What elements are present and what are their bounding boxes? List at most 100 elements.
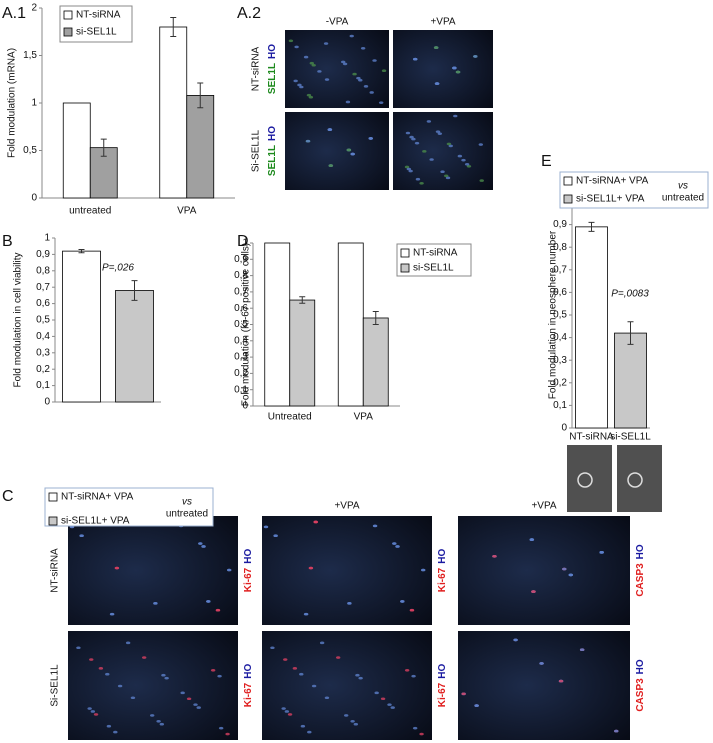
cell (404, 669, 410, 672)
y-tick-label: 0,7 (234, 287, 248, 298)
y-tick-label: 0,8 (234, 270, 248, 281)
legend-label: si-SEL1L (413, 263, 454, 274)
micrograph (285, 112, 389, 190)
cell (297, 83, 302, 87)
cell (448, 144, 453, 148)
row-label: NT-siRNA (50, 548, 61, 593)
bar (289, 299, 316, 407)
cell (466, 164, 472, 168)
cell (324, 78, 330, 81)
bar (159, 26, 188, 199)
cell (419, 181, 424, 185)
cell (464, 162, 470, 166)
cell (461, 158, 466, 162)
y-tick-label: 0,7 (36, 282, 50, 293)
panel-label: C (2, 488, 14, 505)
y-tick-label: 1 (242, 238, 248, 249)
y-tick-label: 0,1 (234, 384, 248, 395)
cell (198, 542, 203, 545)
stain: HO (267, 126, 278, 141)
stain: CASP3 (635, 563, 646, 597)
cell (352, 72, 357, 76)
y-tick-label: 0,4 (553, 332, 567, 343)
cell (368, 137, 373, 140)
cell (350, 152, 355, 156)
legend-label: NT-siRNA+ VPA (576, 176, 649, 187)
cell (372, 524, 378, 528)
stain: Ki-67 (437, 682, 448, 707)
bar (362, 317, 389, 407)
legend-note: vs (182, 497, 192, 508)
x-tick-label: si-SEL1L (610, 432, 651, 443)
cell (201, 545, 206, 548)
y-tick-label: 1 (31, 98, 37, 109)
cell (98, 667, 104, 670)
error-bar (78, 248, 85, 254)
cell (415, 177, 421, 181)
cell (387, 703, 392, 706)
stain-label: SEL1L HO (267, 44, 278, 94)
cell (193, 703, 198, 706)
y-tick-label: 0,1 (553, 400, 567, 411)
y-tick-label: 0,2 (234, 368, 248, 379)
micrograph (262, 516, 432, 625)
cell (308, 566, 314, 570)
cell (531, 590, 536, 593)
cell (405, 131, 411, 135)
cell (349, 34, 354, 38)
error-bar (100, 138, 107, 157)
legend-note: vs (678, 181, 688, 192)
x-tick-label: VPA (177, 206, 197, 217)
cell (311, 63, 316, 67)
cell (303, 55, 309, 59)
cell (288, 39, 294, 43)
y-tick-label: 0,7 (553, 264, 567, 275)
cell (90, 710, 96, 713)
legend-box (559, 171, 709, 209)
y-tick-label: 0,6 (36, 298, 50, 309)
stain-label: CASP3 HO (635, 544, 646, 597)
cell (513, 638, 518, 642)
cell (105, 672, 110, 676)
cell (404, 165, 410, 169)
cell (196, 706, 201, 709)
legend-note: untreated (166, 509, 208, 520)
stain: HO (243, 549, 254, 564)
cell (455, 70, 461, 74)
cell (435, 130, 441, 133)
micrograph (458, 516, 630, 625)
annotation: P=,026 (102, 263, 134, 274)
micrograph (68, 631, 238, 740)
cell (358, 78, 363, 82)
cell (408, 169, 413, 173)
cell (270, 646, 275, 650)
cell (328, 164, 334, 167)
legend-swatch (48, 516, 58, 526)
cell (453, 114, 458, 118)
y-tick-label: 0,1 (36, 380, 50, 391)
cell (380, 697, 386, 701)
cell (210, 669, 216, 672)
legend-label: NT-siRNA+ VPA (61, 492, 134, 503)
cell (323, 42, 329, 45)
cell (395, 545, 400, 548)
cell (413, 57, 418, 61)
stain: HO (635, 544, 646, 559)
cell (422, 150, 427, 153)
cell (141, 656, 147, 659)
stain: HO (437, 664, 448, 679)
bar (186, 95, 215, 199)
cell (293, 79, 298, 83)
error-bar (627, 321, 634, 345)
y-tick-label: 0,5 (234, 319, 248, 330)
cell (479, 179, 484, 182)
cell (79, 534, 84, 537)
cell (343, 714, 349, 717)
cell (409, 135, 414, 139)
y-tick-label: 0,9 (553, 219, 567, 230)
cell (186, 697, 192, 701)
stain: Ki-67 (437, 567, 448, 592)
cell (433, 46, 439, 49)
stain: CASP3 (635, 678, 646, 712)
micrograph (393, 30, 493, 108)
